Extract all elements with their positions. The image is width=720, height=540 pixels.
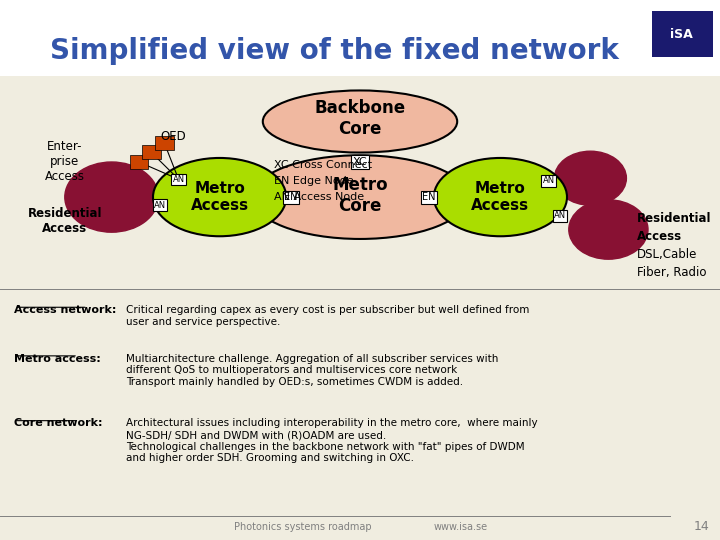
Text: Critical regarding capex as every cost is per subscriber but well defined from
u: Critical regarding capex as every cost i… <box>126 305 529 327</box>
Circle shape <box>65 162 158 232</box>
Text: Backbone
Core: Backbone Core <box>315 99 405 138</box>
Ellipse shape <box>153 158 287 237</box>
FancyBboxPatch shape <box>652 11 713 57</box>
Text: Multiarchitecture challenge. Aggregation of all subscriber services with
differe: Multiarchitecture challenge. Aggregation… <box>126 354 498 387</box>
Text: EN: EN <box>284 192 297 202</box>
Text: Residential
Access: Residential Access <box>27 207 102 235</box>
Text: AN Access Node: AN Access Node <box>274 192 364 202</box>
Text: EN: EN <box>423 192 436 202</box>
Text: DSL,Cable: DSL,Cable <box>637 248 698 261</box>
Text: Metro
Access: Metro Access <box>472 181 529 213</box>
Ellipse shape <box>433 158 567 237</box>
Text: Metro
Access: Metro Access <box>191 181 248 213</box>
Text: iSA: iSA <box>670 28 693 40</box>
Text: XC: XC <box>353 157 367 167</box>
Text: AN: AN <box>173 175 184 184</box>
Text: 14: 14 <box>694 520 710 533</box>
Text: Simplified view of the fixed network: Simplified view of the fixed network <box>50 37 619 65</box>
Text: Metro
Core: Metro Core <box>332 176 388 215</box>
Text: Access network:: Access network: <box>14 305 117 315</box>
Text: AN: AN <box>554 212 566 220</box>
FancyBboxPatch shape <box>0 0 720 76</box>
Ellipse shape <box>263 90 457 152</box>
Text: Residential: Residential <box>637 212 711 225</box>
Bar <box>142 145 161 159</box>
Text: Fiber, Radio: Fiber, Radio <box>637 266 707 279</box>
Text: www.isa.se: www.isa.se <box>433 522 488 531</box>
Text: Photonics systems roadmap: Photonics systems roadmap <box>233 522 372 531</box>
Text: Access: Access <box>637 230 683 243</box>
Bar <box>130 155 148 169</box>
Text: Enter-
prise
Access: Enter- prise Access <box>45 140 85 184</box>
Text: AN: AN <box>543 177 554 185</box>
Ellipse shape <box>252 156 468 239</box>
Text: OED: OED <box>160 130 186 143</box>
Circle shape <box>554 151 626 205</box>
Text: AN: AN <box>154 201 166 210</box>
Text: XC Cross Connect: XC Cross Connect <box>274 160 372 170</box>
Text: Core network:: Core network: <box>14 418 103 429</box>
Text: EN Edge Node: EN Edge Node <box>274 176 354 186</box>
Bar <box>155 136 174 150</box>
Text: Metro access:: Metro access: <box>14 354 101 364</box>
Text: Architectural issues including interoperability in the metro core,  where mainly: Architectural issues including interoper… <box>126 418 538 463</box>
Circle shape <box>569 200 648 259</box>
